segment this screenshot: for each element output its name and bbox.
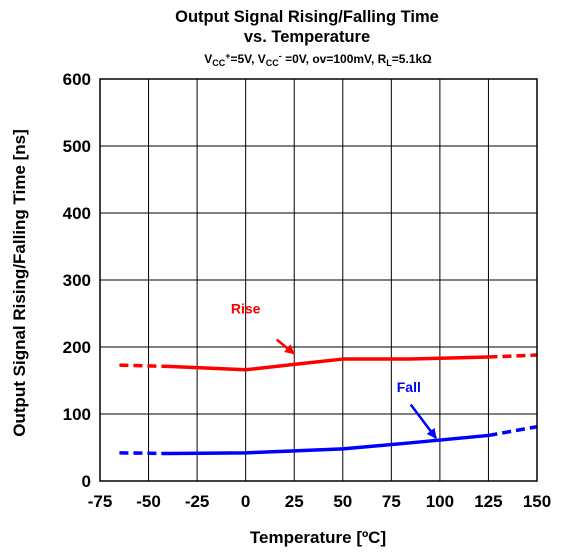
chart-title: Output Signal Rising/Falling Time vs. Te… (175, 8, 439, 68)
x-tick-label: 75 (382, 492, 401, 511)
chart-title-line1: Output Signal Rising/Falling Time (175, 8, 439, 26)
grid (99, 78, 538, 482)
x-tick-label: 150 (523, 492, 551, 511)
fall-series-line (167, 433, 489, 456)
rise-label-arrow (275, 338, 296, 355)
y-tick-label: 500 (63, 137, 91, 156)
x-tick-label: -50 (136, 492, 161, 511)
series-lines (119, 353, 538, 456)
y-tick-label: 400 (63, 204, 91, 223)
x-axis-label: Temperature [ºC] (250, 528, 386, 547)
y-tick-label: 300 (63, 271, 91, 290)
y-tick-label: 200 (63, 338, 91, 357)
chart-title-line2: vs. Temperature (244, 28, 370, 46)
plot-frame (99, 78, 538, 482)
y-tick-label: 0 (82, 472, 91, 491)
fall-series-label: Fall (397, 379, 421, 395)
rise-series-extrapolated-line (488, 353, 538, 359)
y-tick-label: 100 (63, 405, 91, 424)
x-tick-label: 50 (333, 492, 352, 511)
rise-series-line (167, 355, 489, 372)
chart-conditions: VCC+=5V, VCC- =0V, ov=100mV, RL=5.1kΩ (204, 51, 432, 68)
x-tick-label: 0 (241, 492, 250, 511)
x-tick-label: -75 (88, 492, 113, 511)
fall-label-arrow (409, 403, 438, 439)
x-tick-label: 100 (426, 492, 454, 511)
y-axis-label: Output Signal Rising/Falling Time [ns] (10, 129, 29, 437)
x-tick-label: 25 (285, 492, 304, 511)
y-tick-label: 600 (63, 70, 91, 89)
series-annotations: Rise Fall (231, 301, 438, 439)
tick-labels: -75 -50 -25 0 25 50 75 100 125 150 0 100 200 300 400 50… (63, 70, 552, 511)
rise-series-extrapolated-line (119, 363, 169, 369)
fall-series-extrapolated-line (119, 451, 169, 456)
x-tick-label: 125 (474, 492, 502, 511)
x-tick-label: -25 (185, 492, 210, 511)
rise-series-label: Rise (231, 301, 261, 317)
fall-series-extrapolated-line (488, 425, 538, 438)
plot-area-border (99, 78, 538, 482)
